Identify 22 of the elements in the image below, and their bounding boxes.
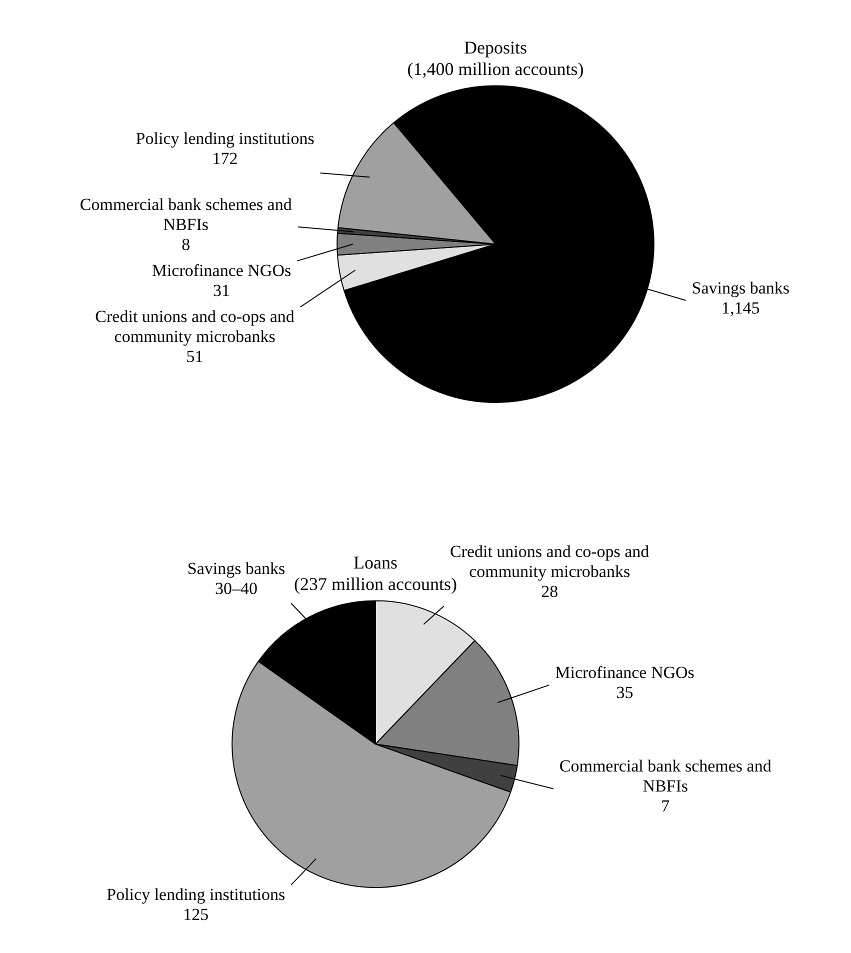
slice-label: Policy lending institutions [136, 128, 314, 148]
slice-label: Commercial bank schemes and NBFIs [80, 194, 292, 234]
data-label: 8 [182, 234, 190, 254]
data-label: 31 [212, 280, 230, 300]
data-label: 51 [186, 346, 204, 366]
slice-label: Microfinance NGOs [152, 260, 292, 280]
slice-label: Savings banks [187, 559, 286, 578]
chart-title: Deposits [464, 38, 527, 58]
slice-label: Commercial bank schemes and NBFIs [559, 756, 772, 796]
data-label: 28 [541, 582, 558, 601]
slice-label: Savings banks [692, 278, 790, 298]
chart-subtitle: (1,400 million accounts) [407, 59, 584, 80]
data-label: 35 [616, 683, 634, 702]
slice-label: Credit unions and co-ops and community microbanks [95, 306, 295, 346]
slice-label: Policy lending institutions [106, 884, 286, 904]
data-label: 30–40 [215, 579, 258, 598]
data-label: 172 [212, 148, 238, 168]
data-label: 125 [183, 904, 209, 924]
data-label: 1,145 [722, 298, 760, 318]
slice-label: Microfinance NGOs [555, 663, 694, 682]
chart-title: Loans [354, 552, 398, 573]
data-label: 7 [661, 796, 670, 816]
